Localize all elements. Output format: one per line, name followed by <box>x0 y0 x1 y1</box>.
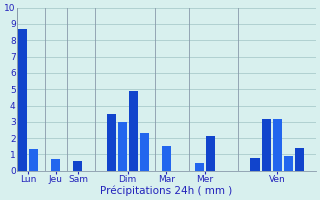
Bar <box>129 91 138 171</box>
Bar <box>206 136 215 171</box>
Bar <box>284 156 293 171</box>
Bar <box>295 148 304 171</box>
X-axis label: Précipitations 24h ( mm ): Précipitations 24h ( mm ) <box>100 185 233 196</box>
Bar <box>118 122 127 171</box>
Bar <box>18 29 27 171</box>
Bar <box>251 158 260 171</box>
Bar <box>261 119 271 171</box>
Bar <box>29 149 38 171</box>
Bar <box>140 133 149 171</box>
Bar <box>273 119 282 171</box>
Bar <box>195 163 204 171</box>
Bar <box>107 114 116 171</box>
Bar <box>162 146 171 171</box>
Bar <box>73 161 83 171</box>
Bar <box>51 159 60 171</box>
